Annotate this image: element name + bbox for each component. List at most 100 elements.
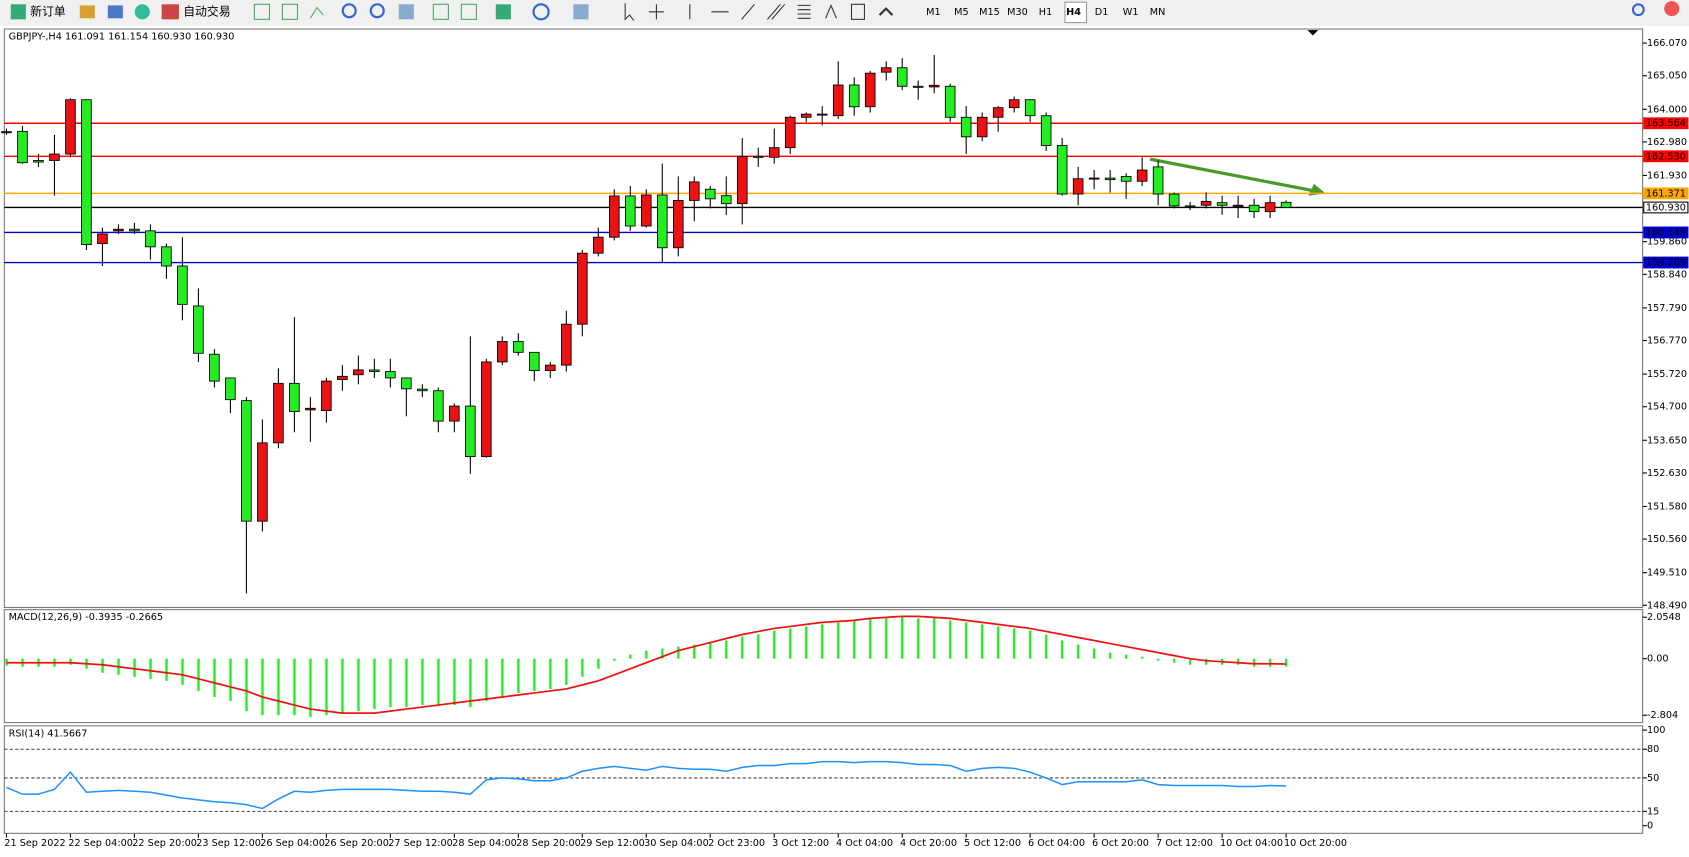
level-label-bg — [1643, 256, 1689, 269]
candle-body — [992, 107, 1004, 118]
fibo[interactable] — [797, 4, 811, 19]
timeframe-button[interactable]: D1 — [1095, 7, 1109, 18]
macd-bar — [1109, 652, 1112, 659]
icon[interactable] — [309, 6, 324, 19]
candle-body — [17, 130, 28, 164]
macd-bar — [805, 626, 808, 659]
text-tool[interactable] — [825, 3, 837, 19]
candle-body — [1232, 204, 1244, 207]
candle-body — [449, 405, 460, 422]
x-tick-label: 23 Sep 12:00 — [196, 838, 261, 849]
channel[interactable] — [767, 3, 786, 20]
zoom-out[interactable] — [369, 3, 385, 19]
icon[interactable] — [281, 3, 299, 20]
macd-bar — [549, 658, 552, 689]
trend-line[interactable] — [741, 3, 755, 20]
timeframe-button[interactable]: H4 — [1066, 7, 1081, 18]
x-tick-label: 28 Sep 20:00 — [516, 838, 581, 849]
candle-body — [33, 160, 44, 163]
icon[interactable] — [532, 3, 550, 21]
level-label-bg — [1643, 226, 1689, 239]
timeframe-button[interactable]: M15 — [979, 7, 1000, 18]
candle-body — [609, 195, 620, 238]
macd-bar — [1253, 658, 1256, 667]
auto-trading[interactable]: 自动交易 — [183, 4, 230, 18]
candle-body — [752, 155, 764, 158]
macd-bar — [949, 620, 952, 659]
icon[interactable] — [398, 4, 414, 20]
x-tick-label: 27 Sep 12:00 — [388, 838, 453, 849]
y-tick-label: 161.930 — [1647, 171, 1687, 182]
candle-body — [593, 236, 604, 254]
zoom-in[interactable] — [341, 3, 357, 19]
new-order-icon[interactable] — [10, 4, 26, 20]
cursor[interactable] — [624, 3, 635, 21]
icon[interactable] — [134, 4, 150, 20]
macd-bar — [1205, 658, 1208, 665]
icon[interactable] — [460, 3, 477, 20]
macd-bar — [741, 636, 744, 659]
auto-trading-icon[interactable] — [161, 4, 179, 20]
candle-body — [497, 341, 508, 363]
timeframe-button[interactable]: M1 — [926, 7, 941, 18]
candle-body — [704, 188, 716, 200]
candle-body — [768, 147, 780, 158]
macd-bar — [357, 658, 360, 712]
candle-body — [385, 371, 396, 379]
crosshair[interactable] — [648, 4, 664, 20]
candle-body — [113, 228, 124, 232]
search[interactable] — [1631, 3, 1645, 17]
candle-body — [1024, 99, 1036, 117]
candle-body — [209, 353, 220, 382]
macd-bar — [533, 658, 536, 691]
level-label-bg — [1643, 187, 1689, 200]
macd-bar — [901, 616, 904, 659]
icon[interactable] — [432, 3, 449, 20]
y-tick-label: 0 — [1647, 821, 1653, 832]
timeframe-button[interactable]: MN — [1150, 7, 1166, 18]
timeframe-button[interactable]: W1 — [1123, 7, 1139, 18]
y-tick-label: 2.0548 — [1647, 612, 1681, 623]
icon[interactable] — [495, 4, 511, 20]
icon[interactable] — [79, 5, 95, 19]
macd-bar — [581, 658, 584, 677]
macd-bar — [965, 622, 968, 659]
candle-body — [65, 99, 76, 155]
icon[interactable] — [107, 5, 123, 19]
level-label: 160.930 — [1646, 202, 1686, 213]
arrows-tool[interactable] — [878, 7, 894, 16]
candle-body — [193, 305, 204, 354]
x-tick-label: 26 Sep 20:00 — [324, 838, 389, 849]
candle-body — [81, 99, 92, 246]
macd-bar — [597, 658, 600, 669]
icon[interactable] — [573, 4, 589, 20]
label-tool[interactable] — [850, 3, 865, 20]
timeframe-button[interactable]: H1 — [1039, 7, 1052, 18]
macd-bar — [165, 658, 168, 681]
candle-body — [401, 377, 412, 390]
candle-body — [816, 113, 828, 116]
macd-bar — [709, 642, 712, 659]
candle-body — [1120, 176, 1132, 182]
notification[interactable] — [1664, 1, 1680, 17]
timeframe-button[interactable]: M30 — [1007, 7, 1028, 18]
macd-bar — [453, 658, 456, 706]
candle-body — [912, 85, 924, 88]
macd-bar — [1269, 658, 1272, 667]
new-order[interactable]: 新订单 — [30, 4, 66, 18]
candle-body — [1136, 169, 1148, 182]
timeframe-button[interactable]: M5 — [954, 7, 969, 18]
candle-body — [177, 265, 188, 305]
macd-bar — [437, 658, 440, 706]
macd-bar — [629, 654, 632, 659]
macd-bar — [1141, 656, 1144, 659]
y-tick-label: 154.700 — [1647, 402, 1687, 413]
macd-bar — [837, 622, 840, 659]
x-tick-label: 6 Oct 20:00 — [1092, 838, 1149, 849]
y-tick-label: 148.490 — [1647, 600, 1687, 611]
icon[interactable] — [253, 3, 271, 20]
macd-bar — [389, 658, 392, 708]
toolbar — [0, 0, 1689, 26]
macd-bar — [421, 658, 424, 706]
active-timeframe — [1064, 1, 1088, 24]
